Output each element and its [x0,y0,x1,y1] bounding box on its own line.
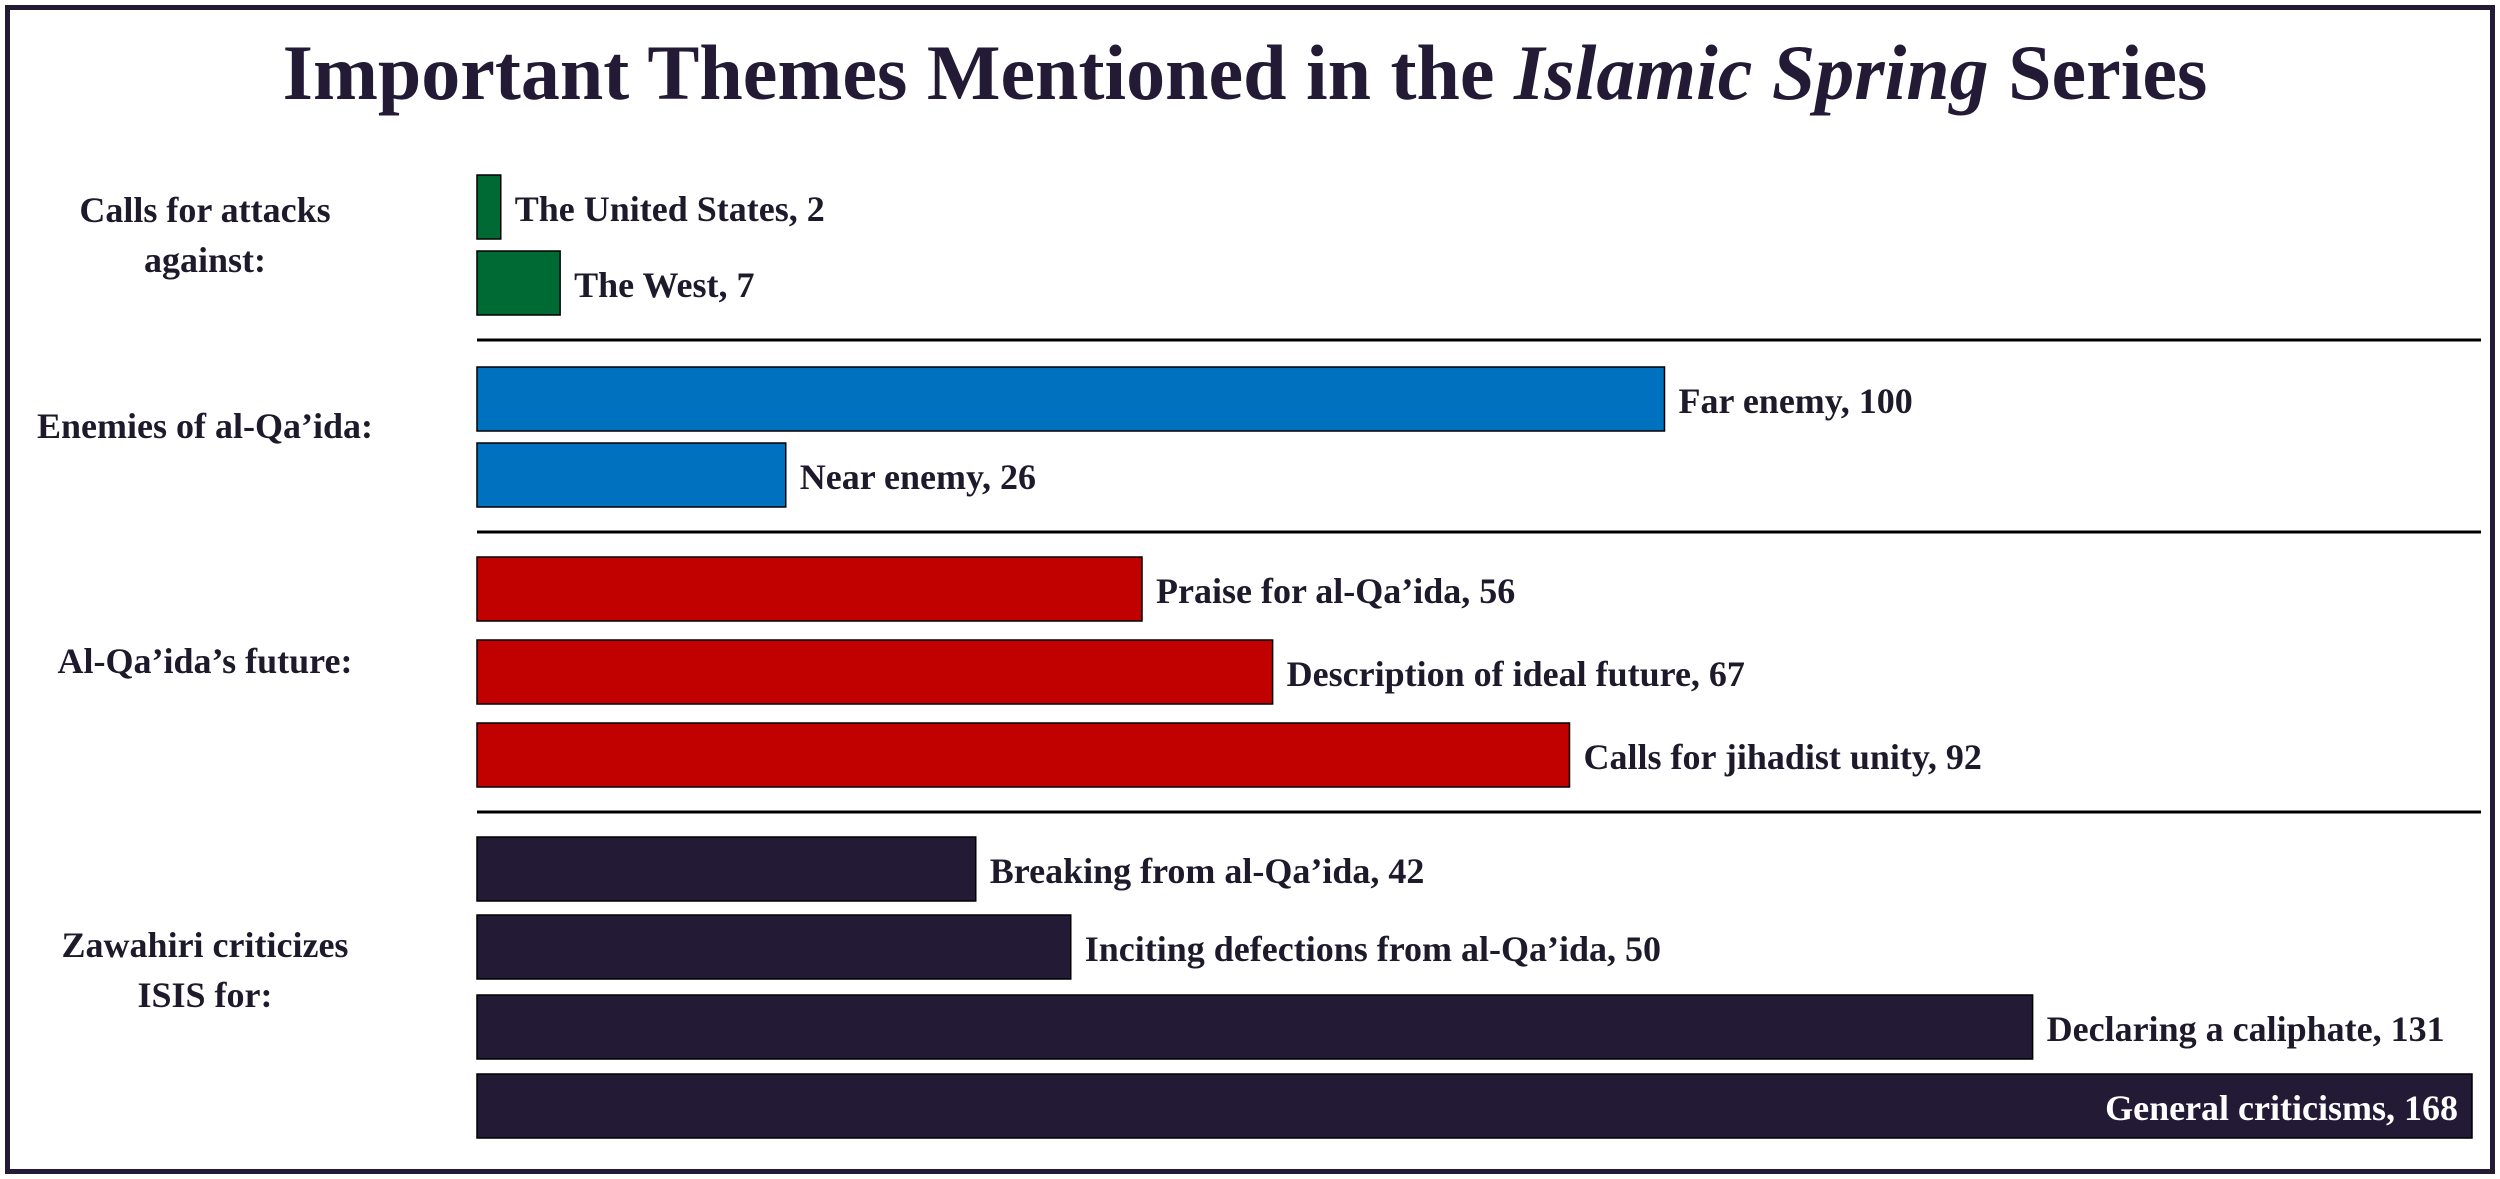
bar-g3-3 [476,722,1571,788]
group-label-2: Enemies of al-Qa’ida: [37,406,373,446]
bar-g4-2 [476,914,1072,980]
chart-frame [5,5,2495,1174]
bar-g4-4 [476,1073,2473,1139]
bar-label-g4-3: Declaring a caliphate, 131 [2047,1009,2445,1049]
group-label-1: Calls for attacks against: [79,190,330,280]
chart-title: Important Themes Mentioned in the Islami… [0,28,2490,118]
bar-label-g1-1: The United States, 2 [515,189,825,229]
chart-title-italic: Islamic Spring [1514,29,1989,116]
bar-g1-2 [476,250,561,316]
bar-g1-1 [476,174,502,240]
bar-g4-3 [476,994,2034,1060]
bar-label-g4-4: General criticisms, 168 [2105,1088,2458,1128]
group-label-4: Zawahiri criticizes ISIS for: [62,925,349,1015]
bar-g3-2 [476,639,1274,705]
bar-label-g1-2: The West, 7 [574,265,754,305]
bar-g2-2 [476,442,787,508]
chart-title-suffix: Series [1988,29,2208,116]
bar-label-g2-2: Near enemy, 26 [800,457,1036,497]
bar-label-g4-1: Breaking from al-Qa’ida, 42 [990,851,1425,891]
bar-g3-1 [476,556,1143,622]
bar-label-g3-3: Calls for jihadist unity, 92 [1584,737,1982,777]
bar-g4-1 [476,836,977,902]
chart-title-prefix: Important Themes Mentioned in the [282,29,1514,116]
bar-g2-1 [476,366,1666,432]
bar-label-g4-2: Inciting defections from al-Qa’ida, 50 [1085,929,1661,969]
group-label-3: Al-Qa’ida’s future: [58,641,353,681]
bar-label-g3-2: Description of ideal future, 67 [1287,654,1745,694]
bar-label-g3-1: Praise for al-Qa’ida, 56 [1156,571,1515,611]
bar-label-g2-1: Far enemy, 100 [1679,381,1913,421]
